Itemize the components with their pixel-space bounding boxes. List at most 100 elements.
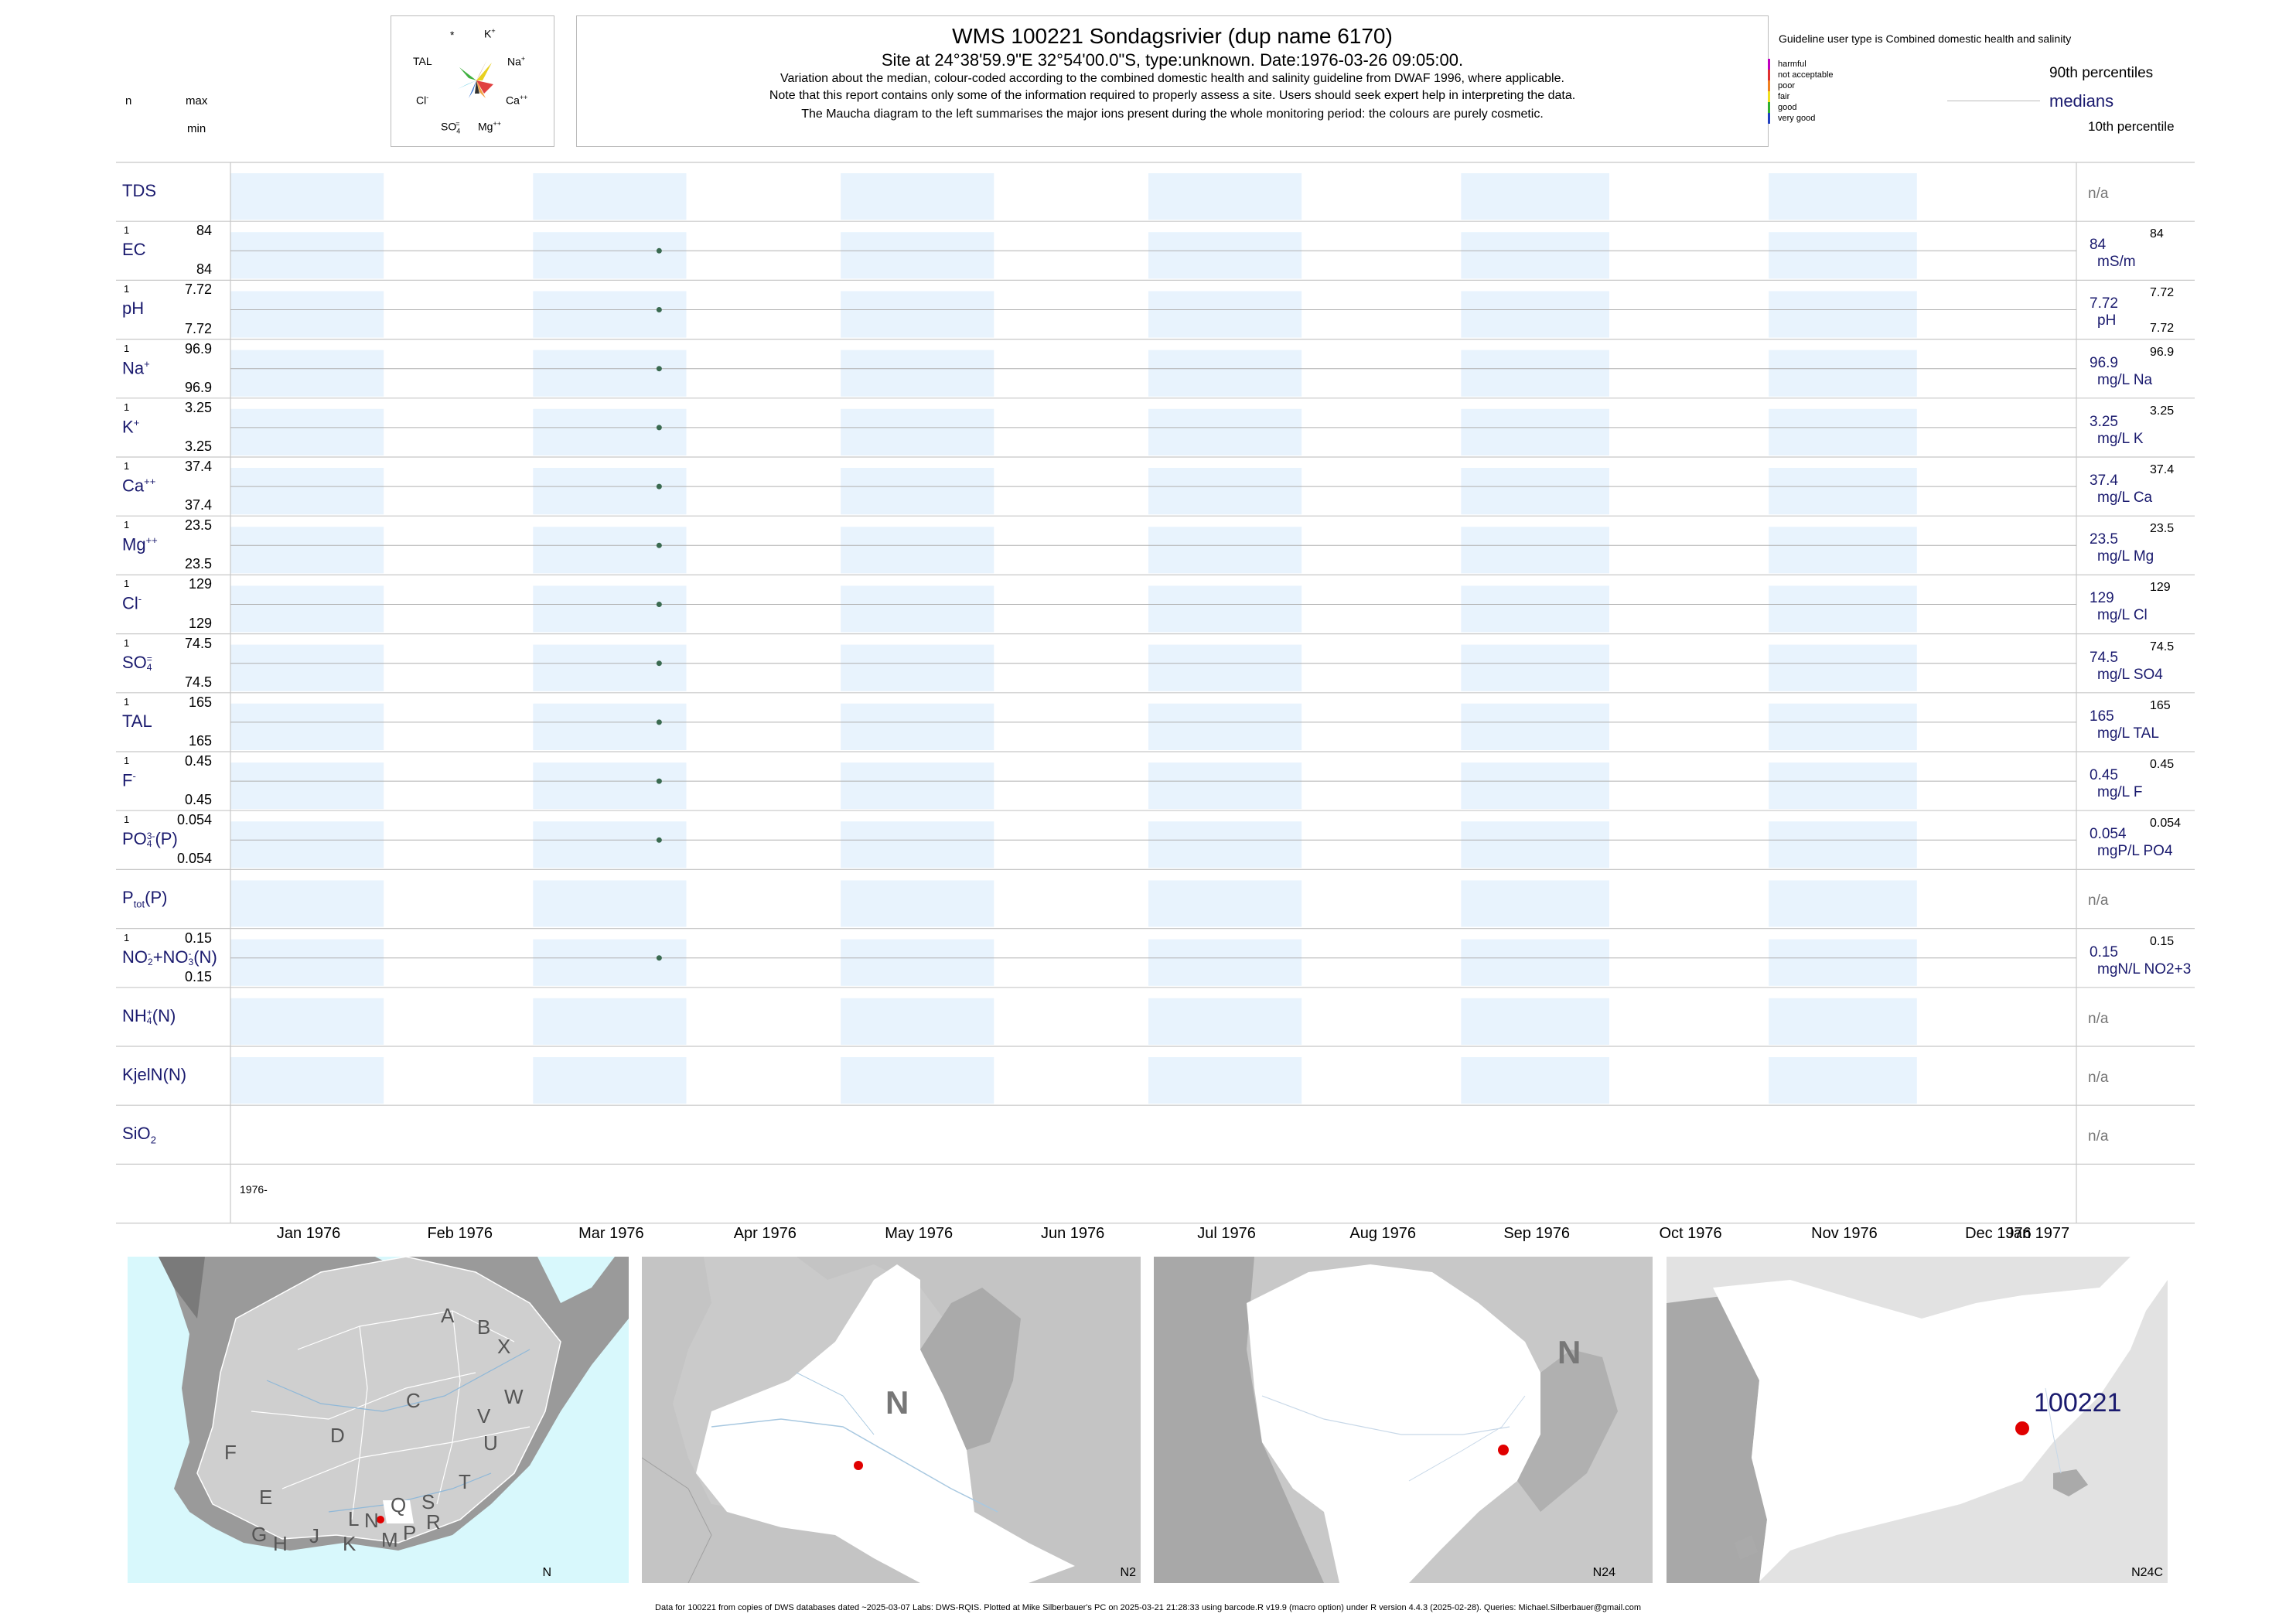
month-band	[533, 408, 687, 455]
data-point-ca	[656, 483, 662, 490]
variable-label-tal: TAL	[122, 711, 152, 731]
month-band	[1461, 527, 1609, 574]
x-tick-label: Nov 1976	[1811, 1225, 1878, 1242]
data-point-ph	[656, 307, 662, 312]
min-value-mg: 23.5	[184, 556, 212, 572]
variable-label-po4: PO 3- 4 (P)	[122, 829, 178, 850]
month-band	[230, 1057, 384, 1104]
month-band	[1769, 232, 1917, 279]
variable-label-k: K+	[122, 416, 140, 437]
n-count-ec: 1	[124, 224, 130, 237]
legend-class-poor: poor	[1768, 80, 1795, 91]
variable-label-ptot: Ptot(P)	[122, 888, 168, 910]
x-tick-label: Jul 1976	[1197, 1225, 1256, 1242]
data-point-ec	[656, 247, 662, 254]
month-band	[1148, 585, 1302, 633]
legend-class-not-acceptable: not acceptable	[1768, 70, 1834, 80]
max-value-mg: 23.5	[184, 517, 212, 534]
month-band	[1769, 291, 1917, 338]
map1-region-u: U	[483, 1431, 498, 1455]
p90-value-k: 3.25	[2150, 404, 2175, 418]
max-value-ph: 7.72	[184, 281, 212, 298]
x-tick-label: Apr 1976	[733, 1225, 797, 1242]
month-band	[841, 644, 994, 691]
footer-text: Data for 100221 from copies of DWS datab…	[655, 1603, 1641, 1612]
month-band	[1461, 939, 1609, 986]
map1-corner-label: N	[542, 1566, 551, 1579]
x-tick-label: Sep 1976	[1503, 1225, 1570, 1242]
unit-label-ca: mg/L Ca	[2097, 490, 2153, 506]
month-band	[841, 880, 994, 927]
variable-label-ph: pH	[122, 299, 145, 319]
month-band	[230, 527, 384, 574]
max-value-k: 3.25	[184, 399, 212, 415]
n-count-so4: 1	[124, 636, 130, 649]
month-band	[533, 1057, 687, 1104]
year-label: 1976-	[240, 1183, 268, 1196]
p90-value-cl: 129	[2150, 581, 2171, 595]
map1-region-j: J	[309, 1524, 319, 1547]
maucha-label-mg: Mg++	[478, 120, 501, 133]
month-band	[841, 232, 994, 279]
legend-class-very-good: very good	[1768, 113, 1815, 124]
unit-label-f: mg/L F	[2097, 784, 2143, 800]
min-value-ca: 37.4	[184, 497, 212, 513]
median-na-kjel: n/a	[2088, 1070, 2109, 1086]
month-band	[841, 408, 994, 455]
month-band	[230, 408, 384, 455]
min-header: min	[187, 122, 206, 135]
maucha-diagram: * K+ TAL Na+ Cl- Ca++ SO4= Mg++	[391, 15, 554, 147]
n-count-po4: 1	[124, 814, 130, 826]
month-band	[230, 585, 384, 633]
month-band	[1461, 1057, 1609, 1104]
unit-label-k: mg/L K	[2097, 430, 2144, 447]
month-band	[533, 763, 687, 810]
map3-corner-label: N24	[1592, 1566, 1615, 1579]
month-band	[1461, 350, 1609, 397]
min-value-k: 3.25	[184, 438, 212, 454]
unit-label-cl: mg/L Cl	[2097, 607, 2148, 624]
median-value-nox: 0.15	[2090, 943, 2118, 960]
month-band	[841, 939, 994, 986]
legend-class-label: fair	[1778, 92, 1790, 101]
month-band	[1461, 173, 1609, 220]
month-band	[230, 998, 384, 1045]
map-southern-africa: A B X W C V D U F T E S Q R L N M P G H …	[128, 1257, 629, 1583]
month-band	[230, 703, 384, 750]
max-value-nox: 0.15	[184, 930, 212, 946]
unit-label-po4: mgP/L PO4	[2097, 843, 2173, 860]
month-band	[1148, 821, 1302, 868]
min-value-tal: 165	[188, 733, 212, 749]
max-value-cl: 129	[188, 576, 212, 592]
median-value-mg: 23.5	[2090, 531, 2118, 548]
month-band	[1148, 527, 1302, 574]
median-value-ec: 84	[2090, 237, 2107, 254]
map3-big-label: N	[1557, 1334, 1581, 1370]
unit-label-na: mg/L Na	[2097, 371, 2153, 388]
n-count-nox: 1	[124, 931, 130, 943]
site-line: Site at 24°38'59.9"E 32°54'00.0"S, type:…	[881, 50, 1464, 70]
p90-value-so4: 74.5	[2150, 640, 2175, 653]
p90-value-ec: 84	[2150, 227, 2164, 241]
map-n2: N N2	[642, 1257, 1141, 1583]
month-band	[1769, 585, 1917, 633]
map-n24-svg	[1154, 1257, 1653, 1583]
month-band	[841, 1057, 994, 1104]
month-band	[841, 350, 994, 397]
note-line-2: Note that this report contains only some…	[769, 89, 1576, 102]
max-value-ca: 37.4	[184, 459, 212, 474]
month-band	[1148, 880, 1302, 927]
map1-region-d: D	[330, 1424, 345, 1447]
legend-class-label: harmful	[1778, 60, 1806, 69]
month-band	[1769, 703, 1917, 750]
month-band	[533, 880, 687, 927]
maucha-label-cl: Cl-	[416, 94, 429, 107]
x-tick-label: Jan 1977	[2005, 1225, 2070, 1242]
variable-label-sio2: SiO2	[122, 1124, 156, 1146]
note-line-1: Variation about the median, colour-coded…	[780, 72, 1564, 85]
month-band	[1148, 291, 1302, 338]
median-value-f: 0.45	[2090, 767, 2118, 783]
max-header: max	[186, 94, 208, 107]
map1-region-l: L	[348, 1507, 359, 1530]
legend-swatch	[1768, 59, 1770, 70]
